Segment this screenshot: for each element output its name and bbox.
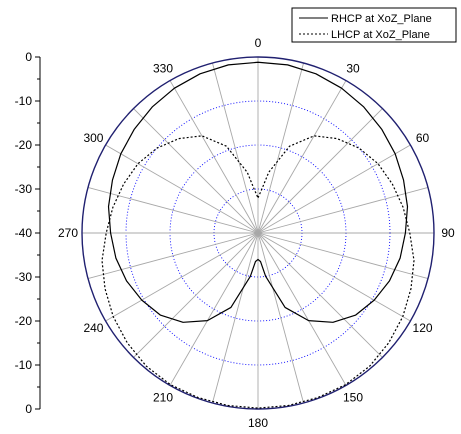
spoke-45 — [257, 108, 383, 234]
spoke-30 — [257, 80, 347, 234]
spoke-240 — [105, 232, 259, 322]
angle-tick-labels: 0 30 60 90 120 150 180 210 240 270 300 330 — [58, 36, 455, 430]
spoke-15 — [257, 62, 304, 234]
spoke-150 — [257, 232, 347, 386]
radial-label-lower-2: -10 — [15, 358, 33, 372]
series-group — [101, 61, 415, 409]
angle-label-0: 0 — [255, 36, 262, 50]
angle-label-60: 60 — [416, 131, 430, 145]
spoke-60 — [257, 144, 411, 234]
series-line-0 — [107, 61, 409, 323]
radial-label-upper-0: 0 — [25, 50, 32, 64]
spoke-315 — [133, 108, 259, 234]
angle-label-240: 240 — [83, 321, 103, 335]
legend-box — [291, 7, 457, 43]
spoke-75 — [257, 187, 429, 234]
angle-label-300: 300 — [83, 131, 103, 145]
spoke-300 — [105, 144, 259, 234]
angle-label-150: 150 — [343, 391, 363, 405]
angle-label-30: 30 — [346, 61, 360, 75]
spoke-105 — [257, 232, 429, 279]
radial-label-lower-1: -20 — [15, 314, 33, 328]
spoke-195 — [212, 232, 259, 404]
radial-label-upper-3: -30 — [15, 182, 33, 196]
spoke-285 — [87, 187, 259, 234]
legend: RHCP at XoZ_Plane LHCP at XoZ_Plane — [291, 7, 457, 43]
angle-label-180: 180 — [248, 416, 268, 430]
angle-label-210: 210 — [153, 391, 173, 405]
radial-label-upper-2: -20 — [15, 138, 33, 152]
legend-label-lhcp: LHCP at XoZ_Plane — [331, 29, 430, 41]
radial-label-upper-1: -10 — [15, 94, 33, 108]
spoke-345 — [212, 62, 259, 234]
legend-label-rhcp: RHCP at XoZ_Plane — [331, 13, 432, 25]
radial-label-lower-0: -30 — [15, 270, 33, 284]
outer-circle — [81, 56, 435, 410]
spoke-120 — [257, 232, 411, 322]
angle-label-270: 270 — [58, 226, 78, 240]
spoke-165 — [257, 232, 304, 404]
spoke-330 — [169, 80, 259, 234]
spoke-135 — [257, 232, 383, 358]
angle-label-120: 120 — [413, 321, 433, 335]
angle-label-90: 90 — [441, 226, 455, 240]
radial-label-upper-4: -40 — [15, 226, 33, 240]
radial-label-lower-3: 0 — [25, 402, 32, 416]
spoke-225 — [133, 232, 259, 358]
spoke-210 — [169, 232, 259, 386]
series-line-1 — [101, 135, 415, 409]
spoke-255 — [87, 232, 259, 279]
angle-label-330: 330 — [153, 61, 173, 75]
radial-axis: 0 -10 -20 -30 -40 -30 -20 -10 0 — [15, 50, 41, 416]
polar-grid — [81, 56, 435, 410]
